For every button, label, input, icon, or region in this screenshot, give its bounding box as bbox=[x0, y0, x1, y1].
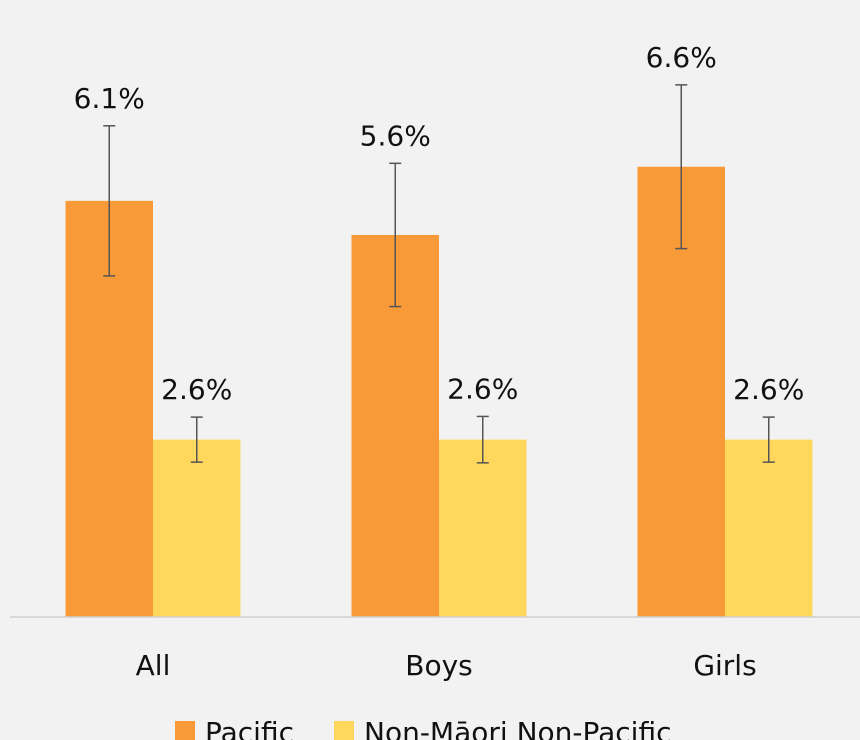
data-label: 2.6% bbox=[733, 373, 804, 406]
bar bbox=[153, 439, 241, 617]
data-label: 5.6% bbox=[360, 119, 431, 152]
legend-swatch bbox=[334, 721, 354, 740]
x-tick-label: Boys bbox=[405, 649, 473, 682]
data-label: 2.6% bbox=[447, 372, 518, 405]
legend-label: Pacific bbox=[205, 716, 294, 740]
x-tick-label: All bbox=[136, 649, 171, 682]
data-label: 6.1% bbox=[74, 82, 145, 115]
x-tick-label: Girls bbox=[693, 649, 756, 682]
legend-swatch bbox=[175, 721, 195, 740]
data-label: 6.6% bbox=[646, 41, 717, 74]
bar bbox=[439, 439, 527, 617]
bar bbox=[725, 439, 813, 617]
data-label: 2.6% bbox=[161, 373, 232, 406]
legend-label: Non-Māori Non-Pacific bbox=[364, 716, 671, 740]
